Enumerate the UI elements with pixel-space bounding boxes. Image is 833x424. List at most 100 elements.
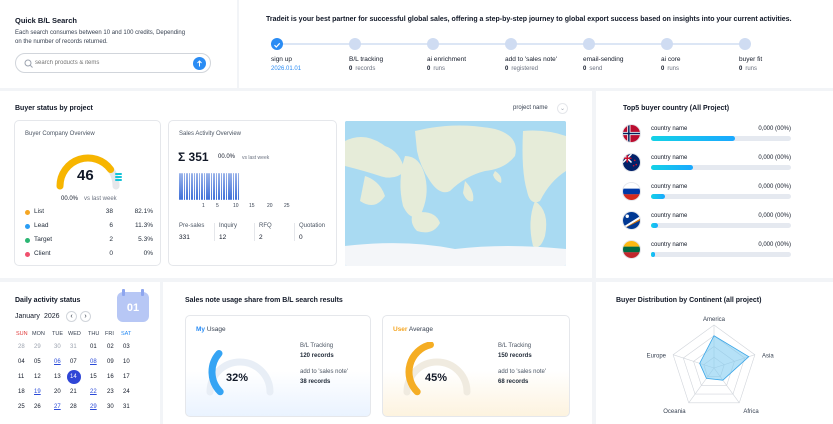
calendar-day[interactable]: 25 [18,404,25,410]
sales-bar [183,173,186,200]
company-gauge [56,154,120,190]
calendar-day[interactable]: 19 [34,389,41,395]
sales-bar [213,173,215,200]
weekday-label: SAT [121,331,132,337]
sales-stat-value: 2 [259,234,263,241]
calendar-day[interactable]: 23 [107,389,114,395]
search-box[interactable] [15,53,211,73]
next-month-button[interactable]: › [80,311,91,322]
flag-newzealand-icon [623,154,640,171]
country-bar-fill [651,252,656,257]
calendar-day[interactable]: 24 [123,389,130,395]
weekday-label: TUE [52,331,63,337]
sales-tick: 20 [267,203,273,209]
calendar-day[interactable]: 29 [90,404,97,410]
calendar-day[interactable]: 30 [107,404,114,410]
calendar-day[interactable]: 26 [34,404,41,410]
search-input[interactable] [35,57,185,69]
country-value: 0,000 (00%) [758,242,791,248]
calendar-day[interactable]: 31 [70,344,77,350]
arrow-up-icon [197,60,202,67]
journey-step-label: buyer fit [739,56,763,63]
calendar-day[interactable]: 16 [107,374,114,380]
weekday-label: MON [32,331,45,337]
calendar-day[interactable]: 28 [18,344,25,350]
avg-usage-card: User Average 45% B/L Tracking 150 record… [382,315,570,417]
calendar-day[interactable]: 10 [123,359,130,365]
sales-bar-strip [179,173,240,200]
flag-marshall-icon [623,212,640,229]
stack-icon [115,173,122,181]
calendar-day[interactable]: 06 [54,359,61,365]
country-bar-track [651,194,791,199]
calendar-day[interactable]: 28 [70,404,77,410]
sales-bar [235,173,237,200]
calendar-day[interactable]: 07 [70,359,77,365]
calendar-day[interactable]: 29 [34,344,41,350]
status-count: 38 [105,208,113,215]
step-value-number: 0 [661,66,665,72]
my-usage-gauge [206,349,274,396]
calendar-day[interactable]: 21 [70,389,77,395]
sales-stat-label: Pre-sales [179,223,205,229]
calendar-day[interactable]: 01 [90,344,97,350]
calendar-day[interactable]: 11 [18,374,25,380]
radar-label: America [703,317,726,323]
calendar-day[interactable]: 18 [18,389,25,395]
country-value: 0,000 (00%) [758,126,791,132]
avg-k1: B/L Tracking [498,343,532,349]
country-bar-track [651,223,791,228]
quick-search-desc2: on the number of records returned. [15,39,108,45]
sales-bar [201,173,203,200]
step-value-unit: runs [745,66,758,72]
radar-area [699,335,750,381]
sales-vs: vs last week [242,155,270,161]
calendar-day[interactable]: 13 [54,374,61,380]
journey-panel: Tradeit is your best partner for success… [239,0,833,88]
country-bar-track [651,136,791,141]
prev-month-button[interactable]: ‹ [66,311,77,322]
calendar-year: 2026 [44,313,60,320]
calendar-day[interactable]: 15 [90,374,97,380]
country-value: 0,000 (00%) [758,155,791,161]
calendar-badge-icon: 01 [117,289,149,322]
sales-bar [218,173,220,200]
step-value-number: 0 [739,66,743,72]
project-select[interactable]: project name ⌄ [508,103,568,115]
calendar-day[interactable]: 04 [18,359,25,365]
calendar-day[interactable]: 20 [54,389,61,395]
my-v1: 120 records [300,353,334,359]
status-label: List [34,208,45,215]
calendar-day[interactable]: 02 [107,344,114,350]
calendar-day[interactable]: 03 [123,344,130,350]
selected-day[interactable] [67,370,81,384]
country-name: country name [651,184,688,190]
journey-step-dot [427,38,439,50]
calendar-day[interactable]: 30 [54,344,61,350]
calendar-day[interactable]: 22 [90,389,97,395]
world-map[interactable] [345,121,566,266]
my-k2: add to 'sales note' [300,369,348,375]
country-bar-track [651,252,791,257]
status-label: Target [34,236,53,243]
journey-step-value: 0 send [583,66,602,72]
search-submit-button[interactable] [193,57,206,70]
calendar-day[interactable]: 09 [107,359,114,365]
calendar-day[interactable]: 27 [54,404,61,410]
buyer-company-card: Buyer Company Overview 46 00.0% vs last … [14,120,161,266]
avg-usage-gauge [403,342,471,396]
sales-stat-label: RFQ [259,223,272,229]
calendar-day[interactable]: 31 [123,404,130,410]
calendar-day[interactable]: 14 [70,374,77,380]
sales-bar [208,173,210,200]
calendar-day[interactable]: 05 [34,359,41,365]
step-value-unit: registered [511,66,539,72]
sales-tick: 10 [233,203,239,209]
calendar-day[interactable]: 08 [90,359,97,365]
chevron-down-icon: ⌄ [557,103,568,114]
calendar-day[interactable]: 12 [34,374,41,380]
calendar-day[interactable]: 17 [123,374,130,380]
check-icon [274,42,281,48]
status-pct: 0% [143,250,153,257]
journey-step-dot [739,38,751,50]
